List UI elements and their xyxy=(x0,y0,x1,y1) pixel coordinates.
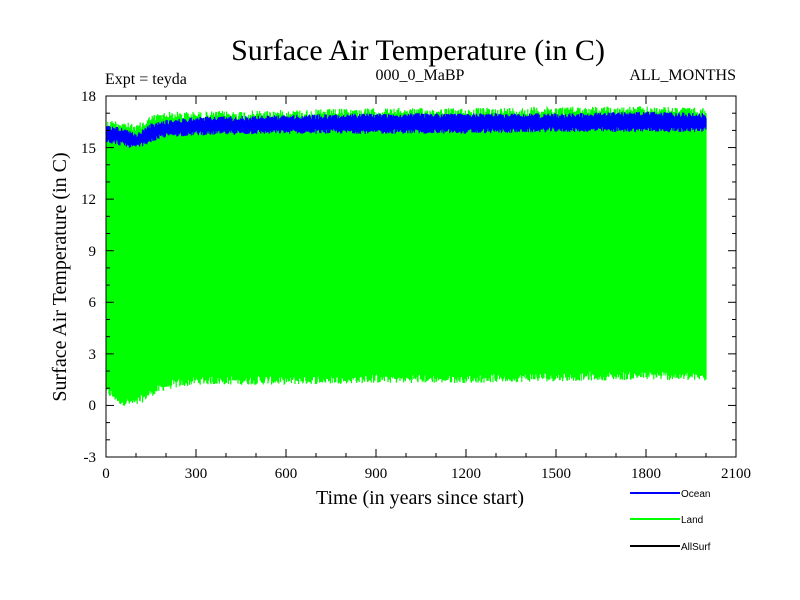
x-tick-label: 600 xyxy=(275,466,298,482)
x-tick-labels: 0 300 600 900 1200 1500 1800 2100 xyxy=(102,466,751,482)
x-tick-label: 1500 xyxy=(541,466,571,482)
series-line-land xyxy=(106,106,707,406)
y-tick-label: 15 xyxy=(81,141,96,157)
y-tick-label: -3 xyxy=(84,450,97,466)
x-tick-label: 900 xyxy=(365,466,388,482)
chart-title: Surface Air Temperature (in C) xyxy=(231,34,605,67)
legend: Ocean Land AllSurf xyxy=(630,489,711,553)
y-tick-label: 0 xyxy=(89,398,97,414)
x-tick-label: 1200 xyxy=(451,466,481,482)
legend-label-land: Land xyxy=(681,515,703,526)
y-tick-label: 6 xyxy=(89,295,97,311)
y-axis-label: Surface Air Temperature (in C) xyxy=(49,152,71,401)
y-tick-label: 9 xyxy=(89,244,97,260)
plot-frame xyxy=(105,95,737,458)
y-tick-label: 3 xyxy=(89,347,97,363)
x-tick-label: 2100 xyxy=(721,466,751,482)
axis-ticks xyxy=(105,95,737,458)
months-label: ALL_MONTHS xyxy=(629,67,736,84)
land-series xyxy=(106,106,707,406)
y-tick-labels: -3 0 3 6 9 12 15 18 xyxy=(81,89,97,466)
legend-label-ocean: Ocean xyxy=(681,489,710,500)
y-tick-label: 18 xyxy=(81,89,96,105)
y-tick-label: 12 xyxy=(81,192,96,208)
x-tick-label: 1800 xyxy=(631,466,661,482)
x-tick-label: 300 xyxy=(185,466,208,482)
period-label: 000_0_MaBP xyxy=(376,67,465,84)
series-line-ocean xyxy=(106,111,707,148)
legend-label-allsurf: AllSurf xyxy=(681,542,711,553)
x-axis-label: Time (in years since start) xyxy=(316,487,524,509)
x-tick-label: 0 xyxy=(102,466,110,482)
ocean-series xyxy=(106,111,707,148)
experiment-label: Expt = teyda xyxy=(105,71,187,88)
